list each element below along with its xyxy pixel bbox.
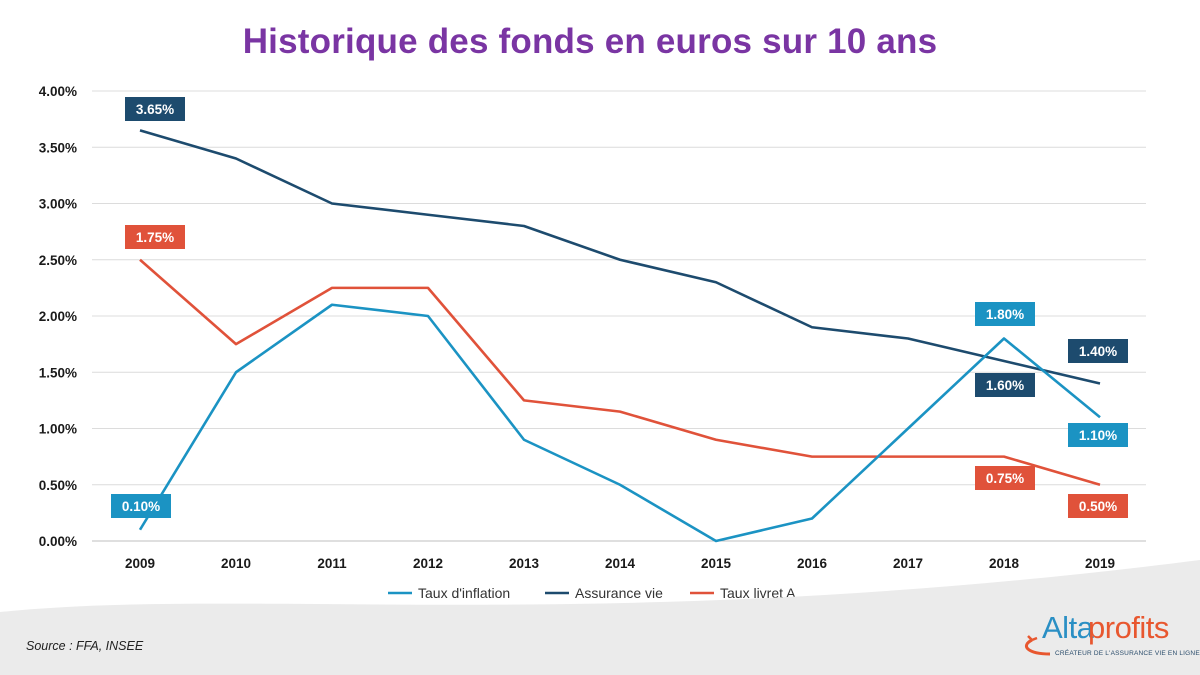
data-label-text: 1.40% <box>1079 344 1117 359</box>
data-labels: 3.65% 1.75% 0.10% 1.80% 1.40% 1.60% 1.10% 0.75%… <box>111 97 1128 518</box>
data-label: 3.65% <box>125 97 185 121</box>
y-axis-ticks: 0.00% 0.50% 1.00% 1.50% 2.00% 2.50% 3.00% 3.50%… <box>39 84 77 549</box>
y-tick-label: 0.50% <box>39 478 77 493</box>
data-label: 0.50% <box>1068 494 1128 518</box>
legend-label: Assurance vie <box>575 585 663 601</box>
y-tick-label: 3.50% <box>39 140 77 155</box>
data-label-box <box>1068 339 1128 363</box>
data-label: 1.80% <box>975 302 1035 326</box>
data-label-text: 1.60% <box>986 378 1024 393</box>
data-label-text: 1.80% <box>986 307 1024 322</box>
x-tick-label: 2015 <box>701 556 732 571</box>
series-line-taux-d-inflation <box>138 303 1101 543</box>
y-tick-label: 0.00% <box>39 534 77 549</box>
data-label-box <box>975 302 1035 326</box>
data-label: 1.75% <box>125 225 185 249</box>
altaprofits-logo: Alta profits CRÉATEUR DE L'ASSURANCE VIE… <box>1010 608 1200 668</box>
y-tick-label: 3.00% <box>39 197 77 212</box>
y-tick-label: 4.00% <box>39 84 77 99</box>
data-label-text: 1.10% <box>1079 428 1117 443</box>
legend-label: Taux d'inflation <box>418 585 510 601</box>
data-label-box <box>975 373 1035 397</box>
data-label: 1.40% <box>1068 339 1128 363</box>
x-tick-label: 2010 <box>221 556 251 571</box>
x-tick-label: 2011 <box>317 556 347 571</box>
legend-item: Taux livret A <box>690 585 796 601</box>
x-tick-label: 2016 <box>797 556 828 571</box>
data-label: 0.10% <box>111 494 171 518</box>
x-tick-label: 2014 <box>605 556 636 571</box>
data-label-text: 0.50% <box>1079 499 1117 514</box>
legend-item: Taux d'inflation <box>388 585 510 601</box>
data-label-text: 3.65% <box>136 102 174 117</box>
y-tick-label: 1.00% <box>39 422 77 437</box>
series-lines <box>138 129 1101 543</box>
series-line-taux-livret-a <box>139 258 1101 486</box>
data-label: 1.10% <box>1068 423 1128 447</box>
legend-item: Assurance vie <box>545 585 663 601</box>
x-tick-label: 2013 <box>509 556 540 571</box>
legend: Taux d'inflation Assurance vie Taux livret… <box>388 585 796 601</box>
chart-title: Historique des fonds en euros sur 10 ans <box>242 22 938 61</box>
logo-text-profits: profits <box>1088 610 1169 645</box>
x-tick-label: 2018 <box>989 556 1020 571</box>
x-tick-label: 2017 <box>893 556 923 571</box>
data-label-text: 0.10% <box>122 499 160 514</box>
x-axis-ticks: 2009 2010 2011 2012 2013 2014 2015 2016 2017 2018… <box>125 556 1115 571</box>
data-label-text: 0.75% <box>986 471 1024 486</box>
logo-swoosh-icon <box>1025 635 1051 656</box>
y-tick-label: 2.50% <box>39 253 77 268</box>
data-label: 1.60% <box>975 373 1035 397</box>
y-tick-label: 2.00% <box>39 309 77 324</box>
logo-text-alta: Alta <box>1042 610 1094 645</box>
y-tick-label: 1.50% <box>39 365 77 380</box>
data-label-box <box>975 466 1035 490</box>
series-line-assurance-vie <box>139 129 1101 385</box>
legend-label: Taux livret A <box>720 585 796 601</box>
data-label: 0.75% <box>975 466 1035 490</box>
data-label-box <box>111 494 171 518</box>
source-note: Source : FFA, INSEE <box>26 639 144 653</box>
data-label-text: 1.75% <box>136 230 174 245</box>
data-label-box <box>1068 494 1128 518</box>
logo-tagline: CRÉATEUR DE L'ASSURANCE VIE EN LIGNE <box>1055 650 1200 657</box>
x-tick-label: 2009 <box>125 556 155 571</box>
data-label-box <box>125 97 185 121</box>
x-tick-label: 2019 <box>1085 556 1115 571</box>
x-tick-label: 2012 <box>413 556 443 571</box>
data-label-box <box>125 225 185 249</box>
data-label-box <box>1068 423 1128 447</box>
